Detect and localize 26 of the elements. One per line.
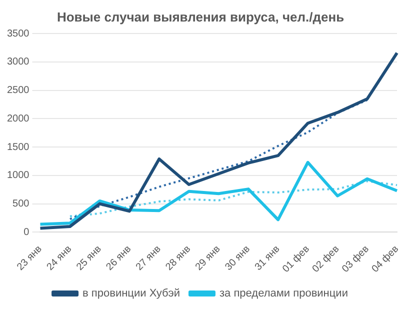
y-tick-label: 2000	[6, 113, 30, 124]
y-tick-label: 1500	[6, 142, 30, 153]
line-series	[68, 98, 368, 220]
x-tick-label: 24 янв	[44, 244, 74, 273]
y-tick-label: 3500	[6, 28, 30, 40]
x-tick-label: 26 янв	[104, 244, 134, 273]
x-tick-label: 23 янв	[15, 244, 44, 273]
y-tick-label: 2500	[6, 85, 30, 96]
x-tick-label: 31 янв	[253, 244, 282, 273]
legend-label: в провинции Хубэй	[82, 288, 180, 300]
y-tick-label: 500	[12, 198, 30, 210]
y-tick-label: 3000	[6, 56, 30, 68]
x-tick-label: 25 янв	[74, 244, 104, 273]
x-tick-label: 01 фев	[280, 244, 312, 275]
x-tick-label: 02 фев	[310, 244, 342, 275]
x-tick-label: 30 янв	[223, 244, 252, 273]
x-tick-label: 28 янв	[164, 244, 193, 273]
x-tick-label: 27 янв	[134, 244, 164, 273]
legend-label: за пределами провинции	[219, 288, 348, 300]
x-tick-label: 04 фев	[370, 244, 402, 275]
chart-title: Новые случаи выявления вируса, чел./день	[56, 9, 344, 24]
y-tick-label: 0	[24, 226, 30, 238]
line-series	[68, 180, 398, 218]
x-tick-label: 03 фев	[340, 244, 372, 275]
y-tick-label: 1000	[6, 170, 30, 182]
x-tick-label: 29 янв	[194, 244, 223, 273]
